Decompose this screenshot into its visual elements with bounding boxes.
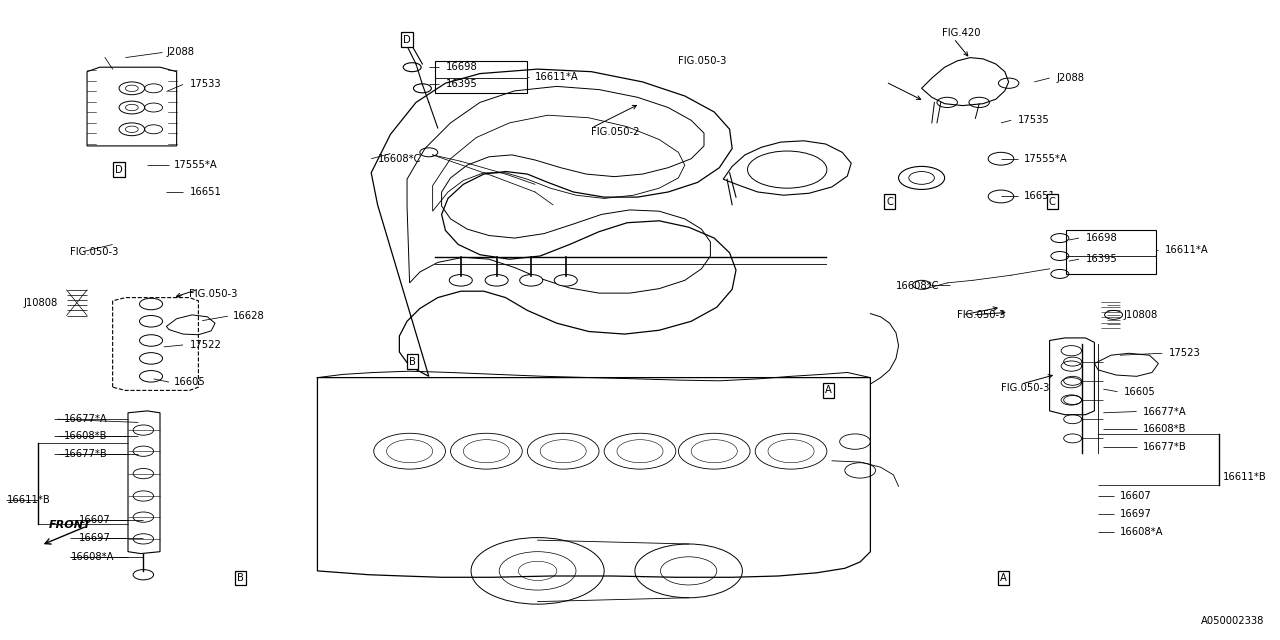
Text: 16395: 16395 [1085,254,1117,264]
Circle shape [554,275,577,286]
Text: 16698: 16698 [445,62,477,72]
Circle shape [485,275,508,286]
Text: 17523: 17523 [1169,348,1201,358]
Text: 16677*B: 16677*B [1143,442,1187,452]
Text: 16611*B: 16611*B [6,495,50,506]
Text: 17555*A: 17555*A [1024,154,1068,164]
Text: 16608*C: 16608*C [896,281,940,291]
Text: 16605: 16605 [1124,387,1156,397]
Text: 16651: 16651 [189,187,221,197]
Text: A: A [1000,573,1007,583]
Text: FIG.420: FIG.420 [942,28,980,38]
Text: 16697: 16697 [79,532,111,543]
Text: 16607: 16607 [1120,491,1152,501]
Text: 17535: 17535 [1018,115,1050,125]
Text: C: C [1048,196,1056,207]
Text: 16395: 16395 [445,79,477,90]
Bar [435,61,527,93]
Text: 16628: 16628 [233,311,265,321]
Text: FRONT: FRONT [49,520,92,530]
Text: 16608*C: 16608*C [378,154,421,164]
Text: D: D [403,35,411,45]
Text: 17533: 17533 [189,79,221,90]
Text: 16677*A: 16677*A [64,414,108,424]
Text: 16608*B: 16608*B [64,431,108,442]
Text: 16697: 16697 [1120,509,1152,519]
Text: B: B [237,573,244,583]
Text: 16607: 16607 [79,515,111,525]
Text: FIG.050-3: FIG.050-3 [189,289,238,300]
Text: 16677*A: 16677*A [1143,406,1187,417]
Text: 16608*A: 16608*A [1120,527,1164,538]
Text: 16605: 16605 [174,377,206,387]
Text: A: A [824,385,832,396]
Text: 16611*A: 16611*A [1165,244,1208,255]
Text: J10808: J10808 [1124,310,1158,320]
Circle shape [520,275,543,286]
Text: A050002338: A050002338 [1201,616,1265,626]
Text: 16677*B: 16677*B [64,449,108,460]
Text: 16611*B: 16611*B [1222,472,1266,482]
Text: C: C [886,196,893,207]
Text: 16651: 16651 [1024,191,1056,202]
Text: J10808: J10808 [23,298,58,308]
Text: FIG.050-3: FIG.050-3 [957,310,1006,320]
Text: 16608*A: 16608*A [70,552,114,562]
Text: FIG.050-2: FIG.050-2 [591,127,640,138]
Text: D: D [115,164,123,175]
Bar [1066,230,1156,274]
Text: FIG.050-3: FIG.050-3 [678,56,727,66]
Text: 16608*B: 16608*B [1143,424,1187,434]
Text: B: B [408,356,416,367]
Text: 16611*A: 16611*A [535,72,579,82]
Text: 17522: 17522 [189,340,221,350]
Text: FIG.050-3: FIG.050-3 [1001,383,1050,394]
Text: J2088: J2088 [1056,73,1084,83]
Text: J2088: J2088 [166,47,195,58]
Text: 17555*A: 17555*A [174,160,218,170]
Text: FIG.050-3: FIG.050-3 [70,246,119,257]
Circle shape [449,275,472,286]
Text: 16698: 16698 [1085,233,1117,243]
